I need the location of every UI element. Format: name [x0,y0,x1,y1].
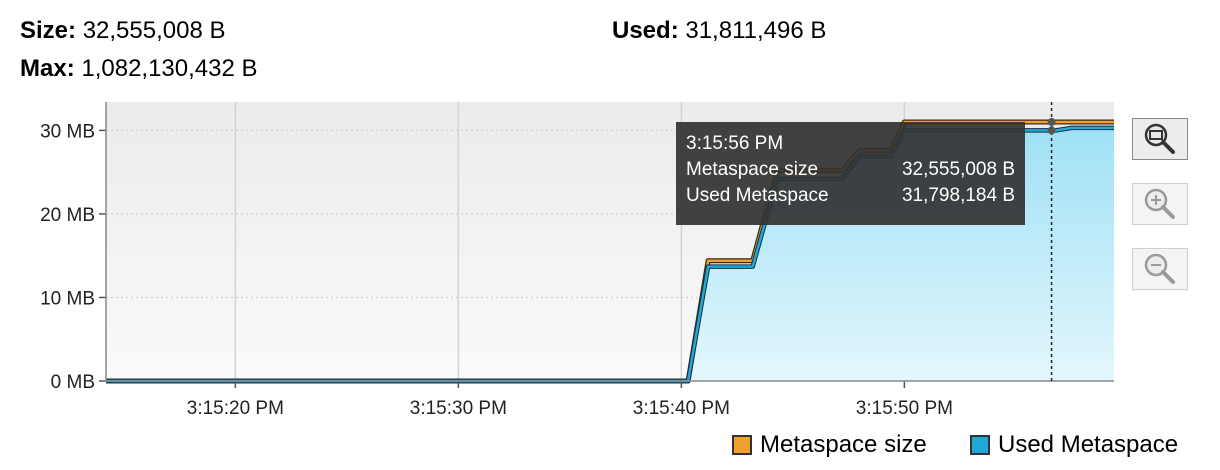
legend-label: Used Metaspace [998,431,1179,458]
size-label: Size: [20,17,77,44]
crosshair-marker-used-metaspace [1047,126,1056,135]
x-tick-label: 3:15:40 PM [633,398,730,419]
legend-swatch-used-metaspace [970,435,990,455]
used-label: Used: [612,17,679,44]
axes: 3:15:20 PM 3:15:30 PM 3:15:40 PM 3:15:50 PM… [40,102,1114,419]
used-value: 31,811,496 B [685,17,827,44]
size-stat: Size: 32,555,008 B [20,16,225,46]
zoom-fit-button[interactable] [1132,118,1188,160]
legend-used-metaspace: Used Metaspace [970,430,1178,460]
zoom-out-button[interactable] [1132,248,1188,290]
y-tick-label: 0 MB [51,372,95,393]
y-tick-label: 10 MB [40,288,95,309]
y-tick-label: 20 MB [40,205,95,226]
zoom-fit-icon [1144,123,1175,154]
max-stat: Max: 1,082,130,432 B [20,54,258,84]
legend-metaspace-size: Metaspace size [732,430,927,460]
max-value: 1,082,130,432 B [81,55,258,82]
legend-label: Metaspace size [760,431,927,458]
tooltip-row-metaspace-size: Metaspace size 32,555,008 B [686,157,1015,183]
used-stat: Used: 31,811,496 B [612,16,826,46]
zoom-in-icon [1144,188,1175,219]
x-tick-label: 3:15:30 PM [410,398,507,419]
tooltip-time: 3:15:56 PM [686,133,784,154]
chart-tooltip: 3:15:56 PM Metaspace size 32,555,008 B U… [676,122,1025,225]
legend-swatch-metaspace-size [732,435,752,455]
x-tick-label: 3:15:50 PM [856,398,953,419]
max-label: Max: [20,55,75,82]
crosshair [1047,102,1056,381]
tooltip-label: Used Metaspace [686,185,829,206]
size-value: 32,555,008 B [82,17,226,44]
crosshair-marker-metaspace-size [1047,118,1056,127]
zoom-out-icon [1144,253,1175,284]
tooltip-value: 32,555,008 B [901,159,1015,180]
tooltip-value: 31,798,184 B [901,185,1015,206]
tooltip-row-used-metaspace: Used Metaspace 31,798,184 B [686,183,1015,209]
tooltip-label: Metaspace size [686,159,819,180]
x-tick-label: 3:15:20 PM [187,398,284,419]
zoom-in-button[interactable] [1132,183,1188,225]
y-tick-label: 30 MB [40,121,95,142]
